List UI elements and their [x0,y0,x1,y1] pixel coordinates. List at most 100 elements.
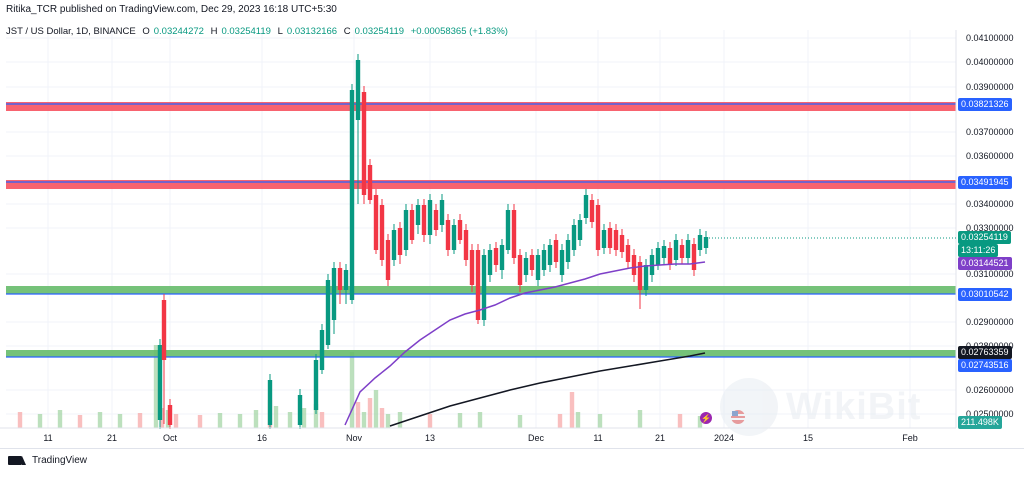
badge-resistance-mid[interactable]: 0.03491945 [958,176,1012,189]
candle-body [571,225,577,250]
close-value: 0.03254119 [354,26,405,37]
volume-bar [677,414,683,428]
badge-support-upper[interactable]: 0.03010542 [958,288,1012,301]
badge-ma-short[interactable]: 0.03144521 [958,257,1012,270]
volume-bar [569,392,575,428]
volume-bar [173,414,179,428]
candle-body [385,240,391,280]
candle-body [319,330,325,370]
badge-resistance-upper[interactable]: 0.03821326 [958,98,1012,111]
tradingview-logo[interactable]: TradingView [8,455,87,466]
candle-body [367,165,373,200]
candle-body [343,270,349,290]
candle-body [541,250,547,270]
volume-bar [313,404,319,428]
price-tick-label: 0.03600000 [966,151,1014,161]
volume-bar [253,410,259,428]
volume-bar [97,412,103,428]
volume-bar [287,412,293,428]
price-tick-label: 0.03300000 [966,223,1014,233]
time-tick-label: 11 [593,433,602,443]
time-tick-label: 16 [257,433,267,443]
ma-long-line [389,352,706,427]
candle-body [439,200,445,225]
time-tick-label: 15 [803,433,813,443]
candle-body [547,245,553,265]
symbol-legend: JST / US Dollar, 1D, BINANCE O 0.03244272… [6,24,512,40]
candle-body [691,244,697,270]
volume-bar [427,414,433,428]
candle-body [619,235,625,252]
candle-body [349,90,355,300]
volume-bar [379,408,385,428]
wikibit-watermark: WikiBit [720,372,940,444]
volume-bar [237,414,243,428]
volume-bar [319,412,325,428]
publisher-line: Ritika_TCR published on TradingView.com,… [6,4,337,15]
candle-body [535,255,541,280]
candle-body [685,240,691,258]
time-tick-label: 13 [425,433,435,443]
candle-body [427,200,433,235]
resistance-band-mid[interactable] [6,180,956,189]
volume-bar [301,408,307,428]
badge-ma-long[interactable]: 0.02763359 [958,346,1012,359]
volume-bar [637,410,643,428]
tradingview-logo-icon [8,456,26,465]
candle-body [517,255,523,285]
candle-body [451,225,457,250]
volume-bar [349,352,355,428]
volume-bar [355,402,361,428]
candle-body [337,268,343,290]
price-tick-label: 0.02900000 [966,317,1014,327]
resistance-band-upper[interactable] [6,102,956,111]
candle-body [433,210,439,230]
time-tick-label: Dec [528,433,545,443]
badge-support-lower[interactable]: 0.02743516 [958,359,1012,372]
support-band-upper[interactable] [6,286,956,295]
symbol-name[interactable]: JST / US Dollar, 1D, BINANCE [6,26,136,37]
candle-body [625,245,631,262]
candle-body [523,258,529,275]
volume-bar [397,412,403,428]
time-tick-label: 21 [655,433,665,443]
candle-body [499,245,505,270]
volume-bar [557,414,563,428]
candle-body [373,195,379,250]
candle-body [697,235,703,250]
candle-body [355,60,361,120]
candle-body [297,395,303,425]
candle-body [157,345,163,420]
candle-body [661,246,667,258]
badge-last-price[interactable]: 0.03254119 [958,231,1011,244]
open-value: 0.03244272 [153,26,204,37]
candle-body [325,280,331,345]
open-label: O [142,26,150,37]
badge-countdown: 13:11:26 [958,244,999,257]
candle-body [613,230,619,250]
price-tick-label: 0.03400000 [966,199,1014,209]
volume-bar [273,406,279,428]
support-band-lower[interactable] [6,350,956,358]
price-tick-label: 0.04000000 [966,57,1014,67]
candle-body [481,255,487,320]
candle-body [267,380,273,425]
candle-body [589,200,595,222]
candle-body [379,205,385,260]
time-axis[interactable]: 11 21 Oct 16 Nov 13 Dec 11 21 2024 15 Feb [0,30,957,443]
price-tick-label: 0.03100000 [966,269,1014,279]
ma-short-line [344,261,706,426]
high-label: H [210,26,218,37]
price-tick-label: 0.02500000 [966,409,1014,419]
time-tick-label: Feb [902,433,918,443]
candle-body [313,360,319,410]
candlestick-series [157,54,709,429]
dividend-event-icon[interactable]: ⚡ [700,412,712,424]
footer-bar: TradingView [0,448,1024,473]
watermark-logo-icon [720,378,778,436]
candle-body [361,92,367,195]
price-tick-label: 0.04100000 [966,33,1014,43]
volume-bar [457,413,463,428]
